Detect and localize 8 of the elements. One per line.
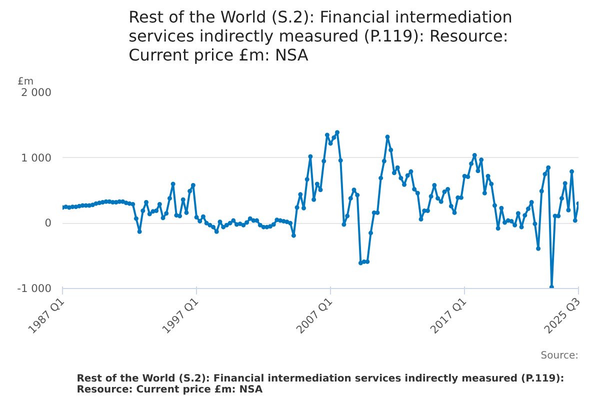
source-note: Source: xyxy=(540,350,579,362)
chart-title: Rest of the World (S.2): Financial intermediation services indirectly measured (P.119): Resource: Current price £m: NSA xyxy=(128,8,512,64)
y-tick-label: 0 xyxy=(44,216,52,230)
y-tick-label: 2 000 xyxy=(20,86,52,99)
text: Rest of the World (S.2): Financial intermediation services indirectly measured (P.119): Resource: Current price £m: NSA xyxy=(76,374,564,396)
y-axis-title: £m xyxy=(18,76,34,88)
y-tick-label: -1 000 xyxy=(17,282,52,295)
y-tick-label: 1 000 xyxy=(20,151,52,164)
